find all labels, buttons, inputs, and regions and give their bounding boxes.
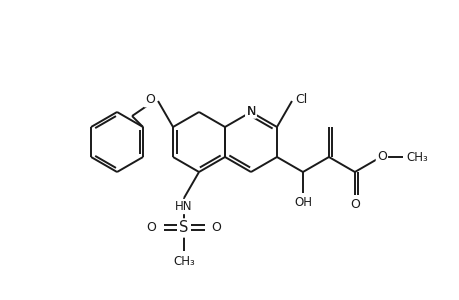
- Text: O: O: [349, 197, 359, 211]
- Text: O: O: [211, 221, 221, 235]
- Text: Cl: Cl: [294, 92, 307, 106]
- Text: N: N: [246, 104, 255, 118]
- Text: CH₃: CH₃: [405, 151, 427, 164]
- Text: O: O: [146, 221, 156, 235]
- Text: CH₃: CH₃: [173, 255, 195, 268]
- Text: Cl: Cl: [294, 92, 307, 106]
- Text: O: O: [146, 221, 156, 235]
- Text: O: O: [376, 149, 386, 163]
- Text: HN: HN: [175, 200, 192, 213]
- Text: CH₃: CH₃: [173, 255, 195, 268]
- Text: O: O: [145, 92, 155, 106]
- Text: HN: HN: [175, 200, 192, 213]
- Text: O: O: [211, 221, 221, 235]
- Text: OH: OH: [293, 196, 311, 209]
- Text: S: S: [179, 220, 188, 236]
- Text: O: O: [376, 149, 386, 163]
- Text: CH₃: CH₃: [405, 151, 427, 164]
- Text: O: O: [145, 92, 155, 106]
- Text: N: N: [246, 104, 255, 118]
- Text: OH: OH: [293, 196, 311, 209]
- Text: O: O: [349, 197, 359, 211]
- Text: N: N: [246, 104, 255, 118]
- Text: S: S: [179, 220, 188, 236]
